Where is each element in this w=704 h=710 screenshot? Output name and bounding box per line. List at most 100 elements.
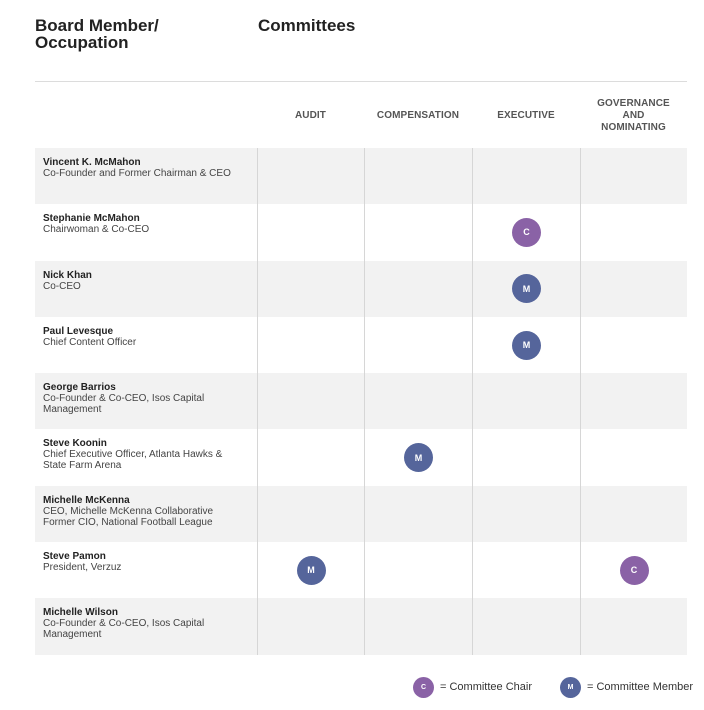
committee-cell-audit bbox=[257, 260, 364, 317]
committee-cell-executive: M bbox=[472, 260, 580, 317]
committee-member-badge: M bbox=[296, 555, 326, 585]
committee-cell-governance-nominating bbox=[580, 260, 687, 317]
committee-cell-compensation bbox=[364, 542, 472, 599]
committee-cell-governance-nominating bbox=[580, 148, 687, 205]
member-occupation: Co-Founder & Co-CEO, Isos Capital Manage… bbox=[43, 618, 205, 641]
member-cell: Michelle Wilson Co-Founder & Co-CEO, Isos… bbox=[35, 598, 257, 654]
committee-cell-audit bbox=[257, 373, 364, 430]
member-name: Michelle Wilson bbox=[43, 607, 118, 619]
committee-cell-compensation bbox=[364, 485, 472, 543]
committee-cell-governance-nominating bbox=[580, 204, 687, 261]
committee-cell-executive bbox=[472, 373, 580, 430]
member-name: Steve Koonin bbox=[43, 438, 107, 450]
column-header-executive: EXECUTIVE bbox=[472, 88, 580, 144]
board-member-occupation-heading: Board Member/ Occupation bbox=[35, 17, 159, 51]
member-name: Nick Khan bbox=[43, 269, 92, 281]
committee-cell-executive bbox=[472, 485, 580, 543]
member-occupation: Chief Content Officer bbox=[43, 336, 137, 348]
legend-member-label: = Committee Member bbox=[587, 681, 694, 693]
legend: C = Committee Chair M = Committee Member bbox=[0, 676, 704, 698]
heading-line-1: Board Member/ bbox=[35, 16, 159, 35]
member-occupation: Co-Founder & Co-CEO, Isos Capital Manage… bbox=[43, 393, 205, 416]
member-cell: Steve Koonin Chief Executive Officer, Atl… bbox=[35, 429, 257, 485]
legend-chair: C = Committee Chair bbox=[413, 676, 532, 698]
member-cell: Nick Khan Co-CEO bbox=[35, 261, 257, 317]
member-occupation: Co-CEO bbox=[43, 280, 81, 292]
table-row: Nick Khan Co-CEO M bbox=[35, 260, 687, 317]
member-name: Steve Pamon bbox=[43, 551, 106, 563]
column-header-compensation: COMPENSATION bbox=[364, 88, 472, 144]
committee-cell-compensation: M bbox=[364, 429, 472, 486]
committee-chair-badge: C bbox=[512, 217, 541, 247]
member-cell: George Barrios Co-Founder & Co-CEO, Isos … bbox=[35, 373, 257, 429]
legend-chair-label: = Committee Chair bbox=[440, 681, 533, 693]
committee-cell-compensation bbox=[364, 204, 472, 261]
column-header-audit: AUDIT bbox=[257, 88, 364, 144]
committee-cell-compensation bbox=[364, 148, 472, 205]
column-header-line: AUDIT bbox=[294, 110, 327, 121]
header-divider bbox=[35, 81, 687, 82]
committee-cell-executive: C bbox=[472, 204, 580, 261]
table-row: Steve Pamon President, Verzuz M C bbox=[35, 542, 687, 599]
committee-cell-audit bbox=[257, 316, 364, 374]
committees-heading: Committees bbox=[258, 16, 356, 35]
member-occupation: CEO, Michelle McKenna Collaborative Form… bbox=[43, 505, 214, 528]
committee-cell-executive bbox=[472, 429, 580, 486]
column-header-line: EXECUTIVE bbox=[497, 110, 555, 121]
member-cell: Michelle McKenna CEO, Michelle McKenna Co… bbox=[35, 486, 257, 542]
table-row: Michelle Wilson Co-Founder & Co-CEO, Isos… bbox=[35, 598, 687, 655]
table-row: Michelle McKenna CEO, Michelle McKenna Co… bbox=[35, 485, 687, 543]
committee-cell-executive bbox=[472, 542, 580, 599]
committee-cell-audit bbox=[257, 429, 364, 486]
column-header-line: NOMINATING bbox=[601, 122, 666, 133]
table-row: Vincent K. McMahon Co-Founder and Former … bbox=[35, 148, 687, 205]
heading-line-2: Occupation bbox=[35, 33, 129, 52]
committee-cell-executive: M bbox=[472, 316, 580, 374]
committee-cell-compensation bbox=[364, 260, 472, 317]
member-name: Vincent K. McMahon bbox=[43, 157, 141, 168]
column-header-governance-nominating: GOVERNANCE AND NOMINATING bbox=[580, 88, 687, 144]
legend-member: M = Committee Member bbox=[560, 676, 693, 698]
committee-cell-governance-nominating: C bbox=[580, 542, 687, 599]
member-cell: Steve Pamon President, Verzuz bbox=[35, 542, 257, 598]
committee-cell-executive bbox=[472, 598, 580, 655]
member-cell: Paul Levesque Chief Content Officer bbox=[35, 317, 257, 373]
member-cell: Stephanie McMahon Chairwoman & Co-CEO bbox=[35, 204, 257, 260]
member-badge-icon: M bbox=[560, 676, 581, 698]
column-header-line: AND bbox=[622, 110, 645, 121]
member-name: Paul Levesque bbox=[43, 325, 114, 337]
committee-cell-governance-nominating bbox=[580, 373, 687, 430]
table-row: Stephanie McMahon Chairwoman & Co-CEO C bbox=[35, 204, 687, 261]
committee-cell-audit bbox=[257, 204, 364, 261]
member-occupation: President, Verzuz bbox=[43, 562, 122, 574]
member-occupation: Co-Founder and Former Chairman & CEO bbox=[43, 168, 231, 179]
committee-cell-audit bbox=[257, 148, 364, 205]
committee-cell-executive bbox=[472, 148, 580, 205]
member-name: Stephanie McMahon bbox=[43, 213, 140, 225]
committee-member-badge: M bbox=[512, 330, 541, 360]
committee-member-badge: M bbox=[512, 274, 541, 304]
committee-cell-audit: M bbox=[257, 542, 364, 599]
member-occupation: Chairwoman & Co-CEO bbox=[43, 224, 150, 236]
chair-badge-icon: C bbox=[413, 676, 434, 698]
member-name: George Barrios bbox=[43, 382, 116, 394]
column-header-line: GOVERNANCE bbox=[597, 98, 670, 109]
committee-chair-badge: C bbox=[619, 555, 649, 585]
committee-cell-compensation bbox=[364, 373, 472, 430]
table-row: Paul Levesque Chief Content Officer M bbox=[35, 316, 687, 374]
committee-cell-governance-nominating bbox=[580, 485, 687, 543]
committee-cell-governance-nominating bbox=[580, 598, 687, 655]
member-cell: Vincent K. McMahon Co-Founder and Former … bbox=[35, 148, 257, 204]
member-name: Michelle McKenna bbox=[43, 494, 130, 506]
table-row: Steve Koonin Chief Executive Officer, Atl… bbox=[35, 429, 687, 486]
committee-cell-governance-nominating bbox=[580, 429, 687, 486]
table-row: George Barrios Co-Founder & Co-CEO, Isos … bbox=[35, 373, 687, 430]
committee-cell-compensation bbox=[364, 598, 472, 655]
committee-cell-audit bbox=[257, 485, 364, 543]
board-committee-table: Vincent K. McMahon Co-Founder and Former … bbox=[35, 148, 687, 655]
committee-member-badge: M bbox=[404, 443, 433, 473]
committee-cell-compensation bbox=[364, 316, 472, 374]
column-header-line: COMPENSATION bbox=[376, 110, 460, 121]
committee-cell-governance-nominating bbox=[580, 316, 687, 374]
committee-cell-audit bbox=[257, 598, 364, 655]
